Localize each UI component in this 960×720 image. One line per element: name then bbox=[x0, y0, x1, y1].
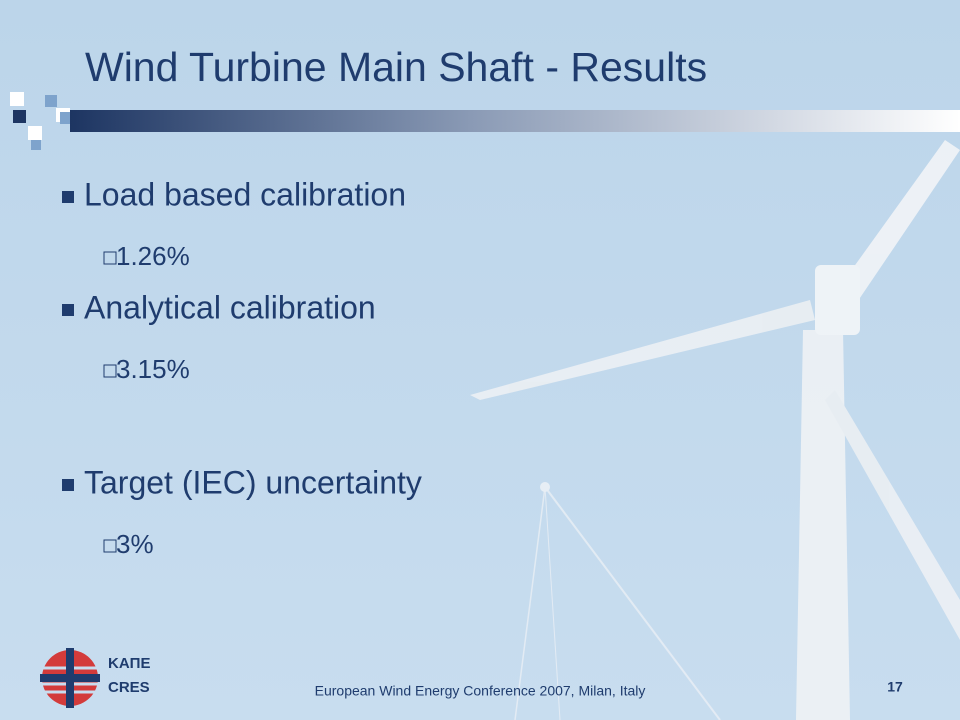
bullet-marker bbox=[62, 191, 74, 203]
sub-bullet-text: 3% bbox=[116, 529, 154, 559]
bullet-text: Load based calibration bbox=[84, 176, 406, 212]
bullet-text: Target (IEC) uncertainty bbox=[84, 464, 422, 500]
logo-text: CRES bbox=[108, 679, 150, 696]
sub-bullet-text: 1.26% bbox=[116, 241, 190, 271]
bullet-list: Load based calibration 1.26% Analytical ca… bbox=[62, 176, 422, 559]
footer-text: European Wind Energy Conference 2007, Mi… bbox=[315, 683, 646, 699]
bullet-marker bbox=[62, 304, 74, 316]
bullet-text: Analytical calibration bbox=[84, 289, 376, 325]
logo-text: ΚΑΠΕ bbox=[108, 655, 151, 672]
sub-bullet-marker bbox=[103, 539, 117, 553]
turbine-image bbox=[470, 140, 960, 720]
sub-bullet-marker bbox=[103, 251, 117, 265]
title-decoration bbox=[10, 92, 960, 150]
slide-title: Wind Turbine Main Shaft - Results bbox=[85, 44, 707, 90]
sub-bullet-text: 3.15% bbox=[116, 354, 190, 384]
slide-number: 17 bbox=[887, 679, 903, 695]
bullet-marker bbox=[62, 479, 74, 491]
sub-bullet-marker bbox=[103, 364, 117, 378]
logo: ΚΑΠΕ CRES bbox=[40, 648, 151, 708]
